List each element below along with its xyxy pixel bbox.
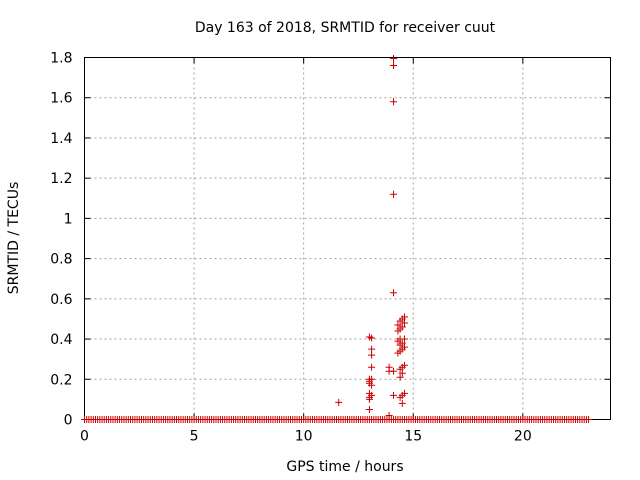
data-point: [390, 289, 398, 297]
data-point: [390, 62, 398, 70]
data-point: [400, 343, 408, 351]
data-point: [368, 381, 376, 389]
data-point: [400, 313, 408, 321]
data-point: [390, 55, 398, 63]
data-point: [335, 398, 343, 406]
data-point: [368, 375, 376, 383]
data-point: [390, 367, 398, 375]
data-point: [385, 411, 393, 419]
data-point: [400, 389, 408, 397]
x-tick-label: 20: [514, 429, 532, 445]
x-axis-title: GPS time / hours: [286, 459, 403, 475]
x-axis: 0 5 10 15 20: [80, 57, 532, 445]
x-tick-label: 10: [295, 429, 313, 445]
grid: [84, 57, 611, 420]
x-tick-label: 5: [190, 429, 199, 445]
plot-frame: [84, 57, 611, 420]
data-point: [368, 334, 376, 342]
y-tick-label: 1.6: [50, 91, 72, 107]
data-point: [365, 405, 373, 413]
y-tick-label: 0.8: [50, 252, 72, 268]
data-point: [368, 351, 376, 359]
data-point: [398, 399, 406, 407]
y-axis: 0 0.2 0.4 0.6 0.8 1 1.2 1.4 1.6 1.8: [50, 51, 611, 429]
data-point: [390, 98, 398, 106]
y-tick-label: 0.2: [50, 372, 72, 388]
data-point: [398, 323, 406, 331]
y-tick-label: 1.8: [50, 51, 72, 67]
y-tick-label: 1.4: [50, 131, 72, 147]
y-tick-label: 0.6: [50, 292, 72, 308]
data-points: [81, 55, 593, 423]
data-point: [400, 335, 408, 343]
data-point: [398, 369, 406, 377]
data-point: [368, 345, 376, 353]
data-point: [390, 391, 398, 399]
chart-title: Day 163 of 2018, SRMTID for receiver cuu…: [195, 20, 496, 36]
data-point: [400, 319, 408, 327]
data-point: [368, 363, 376, 371]
y-tick-label: 1: [64, 211, 73, 227]
data-point: [396, 373, 404, 381]
data-point: [368, 391, 376, 399]
data-point: [390, 190, 398, 198]
y-axis-title: SRMTID / TECUs: [6, 182, 22, 295]
y-tick-label: 0: [64, 413, 73, 429]
data-point: [398, 339, 406, 347]
data-point: [394, 321, 402, 329]
x-tick-label: 0: [80, 429, 89, 445]
x-tick-label: 15: [404, 429, 422, 445]
data-point: [365, 395, 373, 403]
data-point: [585, 416, 593, 423]
data-point: [400, 361, 408, 369]
y-tick-label: 0.4: [50, 332, 72, 348]
y-tick-label: 1.2: [50, 171, 72, 187]
